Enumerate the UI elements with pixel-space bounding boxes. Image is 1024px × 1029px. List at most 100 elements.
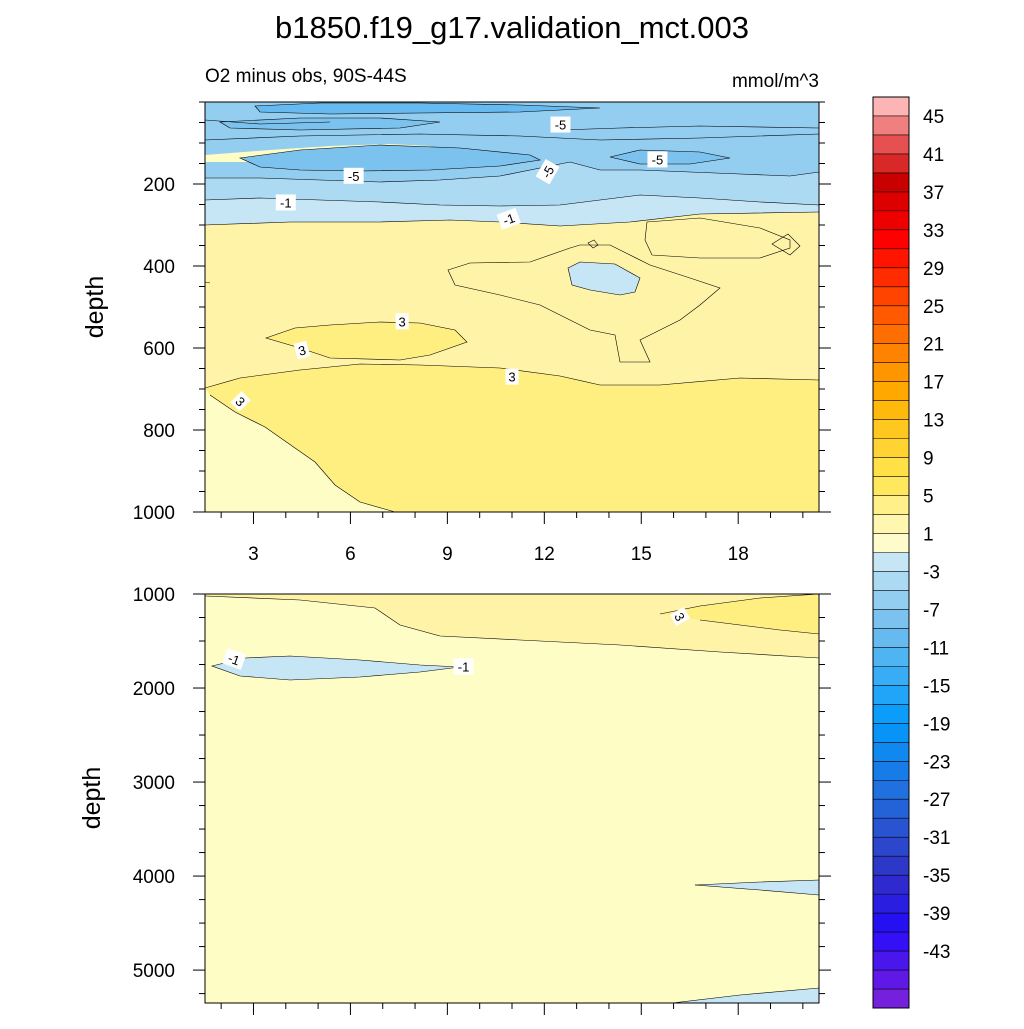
x-tick-label: 9 <box>442 544 453 565</box>
contour-label: -1 <box>496 207 521 230</box>
region-fill-pale-yellow-deep <box>205 594 819 1003</box>
contour-label-bg <box>395 313 409 330</box>
contour-label: -5 <box>535 159 560 185</box>
y-tick-label: 2000 <box>133 679 175 700</box>
colorbar-box <box>873 267 909 288</box>
region-fill-blue-patch <box>568 262 640 295</box>
y-tick-label: 5000 <box>133 961 175 982</box>
colorbar-box <box>873 837 909 857</box>
contour-label-bg <box>550 116 571 133</box>
contour-label: -5 <box>550 116 571 133</box>
left-subtitle: O2 minus obs, 90S-44S <box>205 66 407 87</box>
region-fill-blue-lens-a <box>240 145 540 171</box>
figure-title: b1850.f19_g17.validation_mct.003 <box>275 10 749 45</box>
y-tick-label: 1000 <box>133 503 175 524</box>
colorbar-box <box>873 419 909 440</box>
colorbar-label: 9 <box>923 449 934 470</box>
colorbar-box <box>873 191 909 212</box>
colorbar-box <box>873 400 909 421</box>
colorbar-box <box>873 324 909 345</box>
x-tick-label: 6 <box>345 544 356 565</box>
colorbar-box <box>873 381 909 402</box>
contour-label-bg <box>221 647 247 670</box>
colorbar-box <box>873 951 909 971</box>
colorbar-label: 25 <box>923 297 944 318</box>
lower-y-axis: 1000 2000 3000 4000 5000 <box>133 585 831 995</box>
colorbar-box <box>873 115 909 136</box>
colorbar-label: 41 <box>923 145 944 166</box>
colorbar-label: 21 <box>923 335 944 356</box>
region-fill-blue-lens-b <box>610 150 730 164</box>
colorbar-label: 33 <box>923 221 944 242</box>
lower-x-axis <box>220 1003 804 1015</box>
x-tick-label: 15 <box>631 544 652 565</box>
contour-label-bg <box>669 606 691 627</box>
contour-label-bg <box>453 658 474 675</box>
colorbar-box <box>873 362 909 383</box>
colorbar-box <box>873 134 909 155</box>
colorbar-box <box>873 533 909 553</box>
region-fill-blue-wedge-bottom <box>672 988 819 1003</box>
colorbar-box <box>873 932 909 952</box>
contour-label-bg <box>647 151 668 168</box>
colorbar-label: -31 <box>923 828 950 849</box>
colorbar-box <box>873 723 909 743</box>
contour-label-bg <box>230 391 251 412</box>
region-fill-yellow-corner <box>660 594 819 634</box>
colorbar-label: 17 <box>923 373 944 394</box>
contour-label: -5 <box>343 167 364 184</box>
colorbar-label: 37 <box>923 183 944 204</box>
colorbar-label: -27 <box>923 790 950 811</box>
colorbar-box <box>873 476 909 496</box>
colorbar-label: -11 <box>923 638 949 659</box>
contour-label-bg <box>535 159 560 185</box>
colorbar-label: -15 <box>923 676 950 697</box>
region-fill-blue-lens-left <box>212 656 460 680</box>
colorbar-box <box>873 571 909 591</box>
colorbar-label: -19 <box>923 714 950 735</box>
colorbar-box <box>873 590 909 610</box>
colorbar-box <box>873 229 909 250</box>
contour-label: -1 <box>275 194 296 211</box>
colorbar-box <box>873 305 909 326</box>
colorbar-box <box>873 894 909 914</box>
colorbar-box <box>873 248 909 269</box>
region-fill-light-yellow-top <box>205 594 819 658</box>
region-fill-yellow-deep <box>205 364 819 512</box>
y-tick-label: 600 <box>143 339 175 360</box>
x-tick-label: 12 <box>534 544 555 565</box>
contour-label-bg <box>275 194 296 211</box>
y-tick-label: 1000 <box>133 585 175 606</box>
colorbar-box <box>873 685 909 705</box>
contour-label-text: -1 <box>226 650 242 668</box>
colorbar-box <box>873 552 909 572</box>
colorbar-label: 29 <box>923 259 944 280</box>
colorbar-box <box>873 913 909 933</box>
colorbar-box <box>873 818 909 838</box>
contour-label: 3 <box>669 606 691 627</box>
colorbar-box <box>873 210 909 231</box>
y-tick-label: 3000 <box>133 773 175 794</box>
colorbar-box <box>873 742 909 762</box>
colorbar-label: -3 <box>923 562 940 583</box>
colorbar-box <box>873 666 909 686</box>
contour-label-text: -5 <box>348 169 360 184</box>
upper-contour-fill <box>205 102 819 512</box>
colorbar-box <box>873 457 909 477</box>
y-tick-label: 400 <box>143 257 175 278</box>
colorbar-box <box>873 97 909 117</box>
units-label: mmol/m^3 <box>732 71 819 92</box>
upper-y-axis-label: depth <box>81 276 109 339</box>
y-tick-label: 200 <box>143 175 175 196</box>
region-fill-yellow-lens <box>266 322 467 360</box>
contour-label-text: -1 <box>501 210 517 228</box>
colorbar-box <box>873 799 909 819</box>
contour-label-text: -5 <box>652 152 664 167</box>
colorbar-box <box>873 153 909 174</box>
colorbar-label: -35 <box>923 866 950 887</box>
contour-label: 3 <box>230 391 251 412</box>
colorbar-label: 45 <box>923 107 944 128</box>
